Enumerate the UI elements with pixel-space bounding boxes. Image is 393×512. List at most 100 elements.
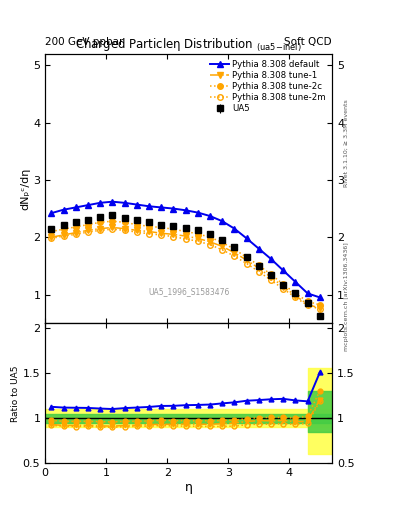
Pythia 8.308 tune-2c xyxy=(244,254,249,261)
Pythia 8.308 tune-2m xyxy=(147,231,151,237)
Pythia 8.308 tune-1 xyxy=(244,257,249,263)
Pythia 8.308 tune-1 xyxy=(73,229,78,236)
Pythia 8.308 default xyxy=(134,202,139,208)
Pythia 8.308 default xyxy=(208,213,212,219)
Title: Charged Particleη Distribution $\mathregular{_{(ua5\!-\!inel)}}$: Charged Particleη Distribution $\mathreg… xyxy=(75,36,302,54)
Pythia 8.308 tune-2c xyxy=(293,290,298,296)
Line: Pythia 8.308 tune-1: Pythia 8.308 tune-1 xyxy=(48,225,323,311)
Pythia 8.308 default xyxy=(147,203,151,209)
Pythia 8.308 tune-2c xyxy=(183,228,188,234)
Pythia 8.308 tune-2c xyxy=(159,224,163,230)
X-axis label: η: η xyxy=(185,481,193,494)
Text: Soft QCD: Soft QCD xyxy=(285,37,332,47)
Y-axis label: dNₚᶜ/dη: dNₚᶜ/dη xyxy=(20,167,30,210)
Pythia 8.308 tune-2c xyxy=(257,262,261,268)
Pythia 8.308 tune-2c xyxy=(98,219,103,225)
Pythia 8.308 default xyxy=(61,207,66,213)
Pythia 8.308 tune-1 xyxy=(49,234,54,240)
Pythia 8.308 tune-2m xyxy=(171,233,176,240)
Pythia 8.308 tune-1 xyxy=(220,243,224,249)
Line: Pythia 8.308 tune-2c: Pythia 8.308 tune-2c xyxy=(48,219,323,308)
Pythia 8.308 tune-1 xyxy=(110,224,115,230)
Line: Pythia 8.308 default: Pythia 8.308 default xyxy=(48,199,323,300)
Pythia 8.308 tune-2m xyxy=(98,227,103,233)
Pythia 8.308 tune-2c xyxy=(232,246,237,252)
Pythia 8.308 tune-2m xyxy=(134,229,139,235)
Pythia 8.308 default xyxy=(293,279,298,285)
Pythia 8.308 tune-2m xyxy=(318,306,322,312)
Pythia 8.308 tune-2c xyxy=(86,222,90,228)
Pythia 8.308 default xyxy=(110,199,115,205)
Pythia 8.308 tune-1 xyxy=(122,226,127,232)
Pythia 8.308 tune-2m xyxy=(122,227,127,233)
Pythia 8.308 default xyxy=(86,202,90,208)
Pythia 8.308 default xyxy=(159,204,163,210)
Pythia 8.308 tune-2m xyxy=(244,261,249,267)
Pythia 8.308 tune-2m xyxy=(61,233,66,239)
Pythia 8.308 tune-1 xyxy=(305,301,310,307)
Text: UA5_1996_S1583476: UA5_1996_S1583476 xyxy=(148,287,230,296)
Pythia 8.308 tune-2m xyxy=(208,242,212,248)
Pythia 8.308 tune-1 xyxy=(318,305,322,311)
Pythia 8.308 tune-2m xyxy=(86,229,90,235)
Pythia 8.308 default xyxy=(73,204,78,210)
Pythia 8.308 tune-2m xyxy=(110,226,115,232)
Bar xyxy=(45,409,332,427)
Pythia 8.308 tune-2m xyxy=(49,236,54,242)
Pythia 8.308 tune-1 xyxy=(269,274,274,281)
Pythia 8.308 default xyxy=(257,246,261,252)
Pythia 8.308 tune-2m xyxy=(195,238,200,244)
Pythia 8.308 tune-1 xyxy=(86,227,90,233)
Pythia 8.308 tune-2c xyxy=(220,239,224,245)
Legend: Pythia 8.308 default, Pythia 8.308 tune-1, Pythia 8.308 tune-2c, Pythia 8.308 tu: Pythia 8.308 default, Pythia 8.308 tune-… xyxy=(208,58,328,115)
Pythia 8.308 tune-1 xyxy=(134,227,139,233)
Pythia 8.308 default xyxy=(305,290,310,296)
Pythia 8.308 default xyxy=(171,205,176,211)
Pythia 8.308 tune-1 xyxy=(257,265,261,271)
Bar xyxy=(45,414,332,423)
Pythia 8.308 tune-2m xyxy=(293,294,298,301)
Pythia 8.308 default xyxy=(244,236,249,242)
Pythia 8.308 tune-1 xyxy=(208,239,212,245)
Pythia 8.308 tune-2m xyxy=(232,253,237,259)
Text: 200 GeV ppbar: 200 GeV ppbar xyxy=(45,37,123,47)
Pythia 8.308 tune-1 xyxy=(171,231,176,238)
Pythia 8.308 default xyxy=(232,226,237,232)
Pythia 8.308 tune-2c xyxy=(73,224,78,230)
Pythia 8.308 tune-1 xyxy=(195,236,200,242)
Pythia 8.308 tune-1 xyxy=(183,233,188,239)
Pythia 8.308 tune-1 xyxy=(98,226,103,232)
Pythia 8.308 tune-2c xyxy=(122,219,127,225)
Pythia 8.308 default xyxy=(122,200,127,206)
Line: Pythia 8.308 tune-2m: Pythia 8.308 tune-2m xyxy=(48,226,323,312)
Pythia 8.308 tune-2c xyxy=(110,218,115,224)
Pythia 8.308 tune-2c xyxy=(61,226,66,232)
Pythia 8.308 tune-1 xyxy=(61,232,66,238)
Pythia 8.308 default xyxy=(318,294,322,301)
Pythia 8.308 tune-1 xyxy=(293,293,298,299)
Pythia 8.308 tune-2m xyxy=(183,236,188,242)
Pythia 8.308 tune-2m xyxy=(305,303,310,309)
Pythia 8.308 tune-2c xyxy=(318,302,322,308)
Pythia 8.308 tune-2c xyxy=(269,271,274,278)
Pythia 8.308 tune-2m xyxy=(73,231,78,238)
Pythia 8.308 default xyxy=(195,209,200,216)
Pythia 8.308 tune-2m xyxy=(281,286,286,292)
Pythia 8.308 tune-2m xyxy=(257,269,261,275)
Pythia 8.308 tune-2m xyxy=(159,232,163,238)
Pythia 8.308 default xyxy=(220,218,224,224)
Pythia 8.308 default xyxy=(98,200,103,206)
Pythia 8.308 tune-2c xyxy=(208,234,212,240)
Pythia 8.308 tune-2c xyxy=(171,226,176,232)
Pythia 8.308 tune-2m xyxy=(269,277,274,283)
Pythia 8.308 default xyxy=(49,210,54,216)
Pythia 8.308 default xyxy=(269,256,274,262)
Text: Rivet 3.1.10; ≥ 3.3M events: Rivet 3.1.10; ≥ 3.3M events xyxy=(344,99,349,187)
Text: mcplots.cern.ch [arXiv:1306.3436]: mcplots.cern.ch [arXiv:1306.3436] xyxy=(344,243,349,351)
Pythia 8.308 default xyxy=(281,267,286,273)
Pythia 8.308 tune-2c xyxy=(281,281,286,287)
Y-axis label: Ratio to UA5: Ratio to UA5 xyxy=(11,365,20,421)
Pythia 8.308 tune-1 xyxy=(147,228,151,234)
Pythia 8.308 tune-1 xyxy=(281,284,286,290)
Pythia 8.308 default xyxy=(183,207,188,214)
